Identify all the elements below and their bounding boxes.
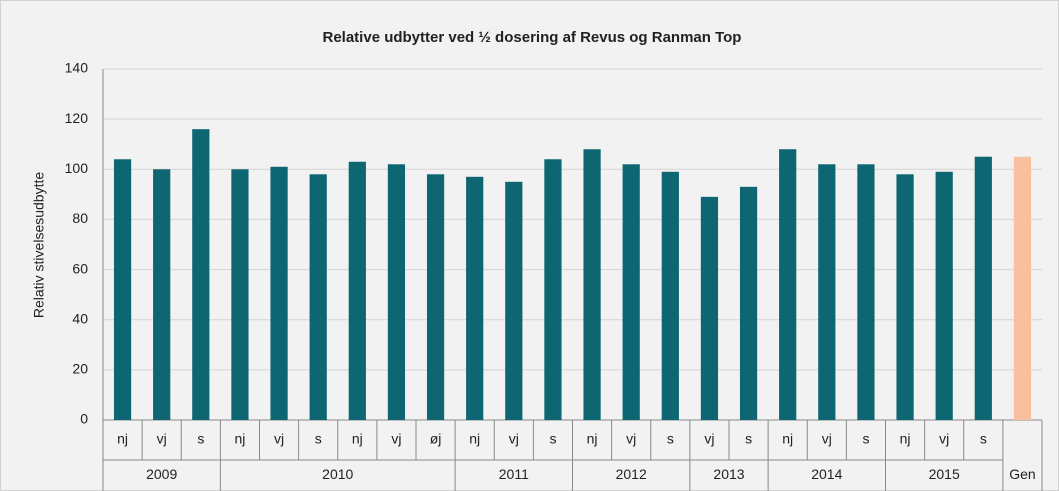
bar: [387, 164, 406, 420]
bar: [818, 164, 836, 420]
group-label: 2009: [146, 466, 177, 482]
x-tick-label: nj: [117, 431, 128, 447]
bar: [583, 149, 601, 420]
x-tick-label: nj: [782, 431, 793, 447]
y-tick-label: 80: [72, 210, 88, 226]
x-tick-label: nj: [587, 431, 598, 447]
bar: [1013, 156, 1032, 420]
y-tick-label: 40: [72, 310, 88, 326]
group-label: Gen: [1009, 466, 1035, 482]
bar: [505, 181, 523, 420]
y-tick-label: 100: [65, 160, 89, 176]
group-label: 2011: [499, 466, 529, 482]
bar: [779, 149, 797, 420]
group-label: 2010: [322, 466, 353, 482]
x-tick-label: s: [315, 431, 322, 447]
group-label: 2014: [811, 466, 842, 482]
bar: [544, 159, 562, 420]
x-tick-label: nj: [234, 431, 245, 447]
x-tick-label: s: [549, 431, 556, 447]
bar: [896, 174, 914, 420]
chart-title: Relative udbytter ved ½ dosering af Revu…: [323, 29, 742, 46]
bar: [661, 171, 679, 420]
bar: [309, 174, 327, 420]
y-tick-label: 140: [65, 60, 89, 76]
bar: [231, 169, 249, 420]
bar: [935, 171, 953, 420]
y-axis-label: Relativ stivelsesudbytte: [31, 172, 47, 319]
x-tick-label: s: [667, 431, 674, 447]
bar: [622, 164, 640, 420]
bar: [348, 161, 366, 420]
bar: [974, 156, 992, 420]
bar: [700, 196, 719, 420]
y-tick-label: 120: [65, 110, 89, 126]
x-tick-label: vj: [626, 431, 636, 447]
bar: [857, 164, 875, 420]
x-tick-label: vj: [157, 431, 167, 447]
x-tick-label: nj: [469, 431, 480, 447]
group-label: 2012: [616, 466, 647, 482]
y-tick-label: 0: [80, 411, 88, 427]
x-tick-label: øj: [430, 431, 442, 447]
x-tick-label: s: [862, 431, 869, 447]
bar: [466, 176, 484, 420]
bar: [270, 166, 288, 420]
x-tick-label: vj: [274, 431, 284, 447]
x-tick-label: s: [197, 431, 204, 447]
group-label: 2015: [929, 466, 960, 482]
x-tick-label: vj: [391, 431, 401, 447]
y-tick-label: 60: [72, 260, 88, 276]
x-tick-label: s: [980, 431, 987, 447]
x-tick-label: vj: [939, 431, 949, 447]
bar: [426, 174, 445, 420]
bar: [739, 186, 758, 420]
x-tick-label: nj: [352, 431, 363, 447]
x-tick-label: vj: [822, 431, 832, 447]
x-tick-label: vj: [704, 431, 714, 447]
x-tick-label: nj: [900, 431, 911, 447]
group-label: 2013: [713, 466, 744, 482]
x-tick-label: s: [745, 431, 752, 447]
y-tick-label: 20: [72, 361, 88, 377]
bar: [153, 169, 171, 420]
bar: [113, 159, 132, 420]
x-tick-label: vj: [509, 431, 519, 447]
bar: [192, 129, 210, 420]
